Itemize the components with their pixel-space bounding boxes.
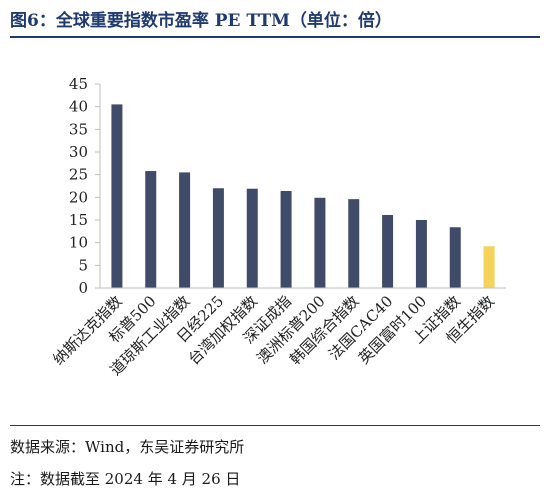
y-tick-label: 35 (69, 120, 88, 138)
bar-9 (415, 220, 427, 288)
data-source-note: 数据来源：Wind，东吴证券研究所 (10, 438, 245, 456)
y-tick-label: 10 (69, 234, 88, 252)
y-tick-label: 25 (69, 166, 88, 184)
bar-6 (314, 197, 326, 288)
bar-8 (382, 215, 394, 288)
footer-rule (10, 425, 540, 426)
bar-chart: 051015202530354045纳斯达克指数标普500道琼斯工业指数日经22… (49, 75, 506, 379)
bar-5 (280, 190, 292, 288)
bar-11 (483, 246, 495, 288)
title-rule (10, 36, 540, 38)
y-tick-label: 40 (69, 98, 88, 116)
date-footnote: 注：数据截至 2024 年 4 月 26 日 (10, 470, 241, 488)
y-tick-label: 45 (69, 75, 88, 93)
bar-1 (145, 171, 157, 288)
y-tick-label: 15 (69, 211, 88, 229)
y-tick-label: 30 (69, 143, 88, 161)
y-tick-label: 5 (78, 256, 88, 274)
bar-3 (212, 188, 224, 288)
y-tick-label: 0 (78, 279, 88, 297)
bar-10 (449, 227, 461, 288)
bar-2 (179, 172, 191, 288)
bar-7 (348, 199, 360, 288)
figure-title: 图6：全球重要指数市盈率 PE TTM（单位：倍） (10, 11, 392, 31)
bar-4 (246, 188, 258, 288)
y-tick-label: 20 (69, 188, 88, 206)
bar-0 (111, 104, 123, 289)
